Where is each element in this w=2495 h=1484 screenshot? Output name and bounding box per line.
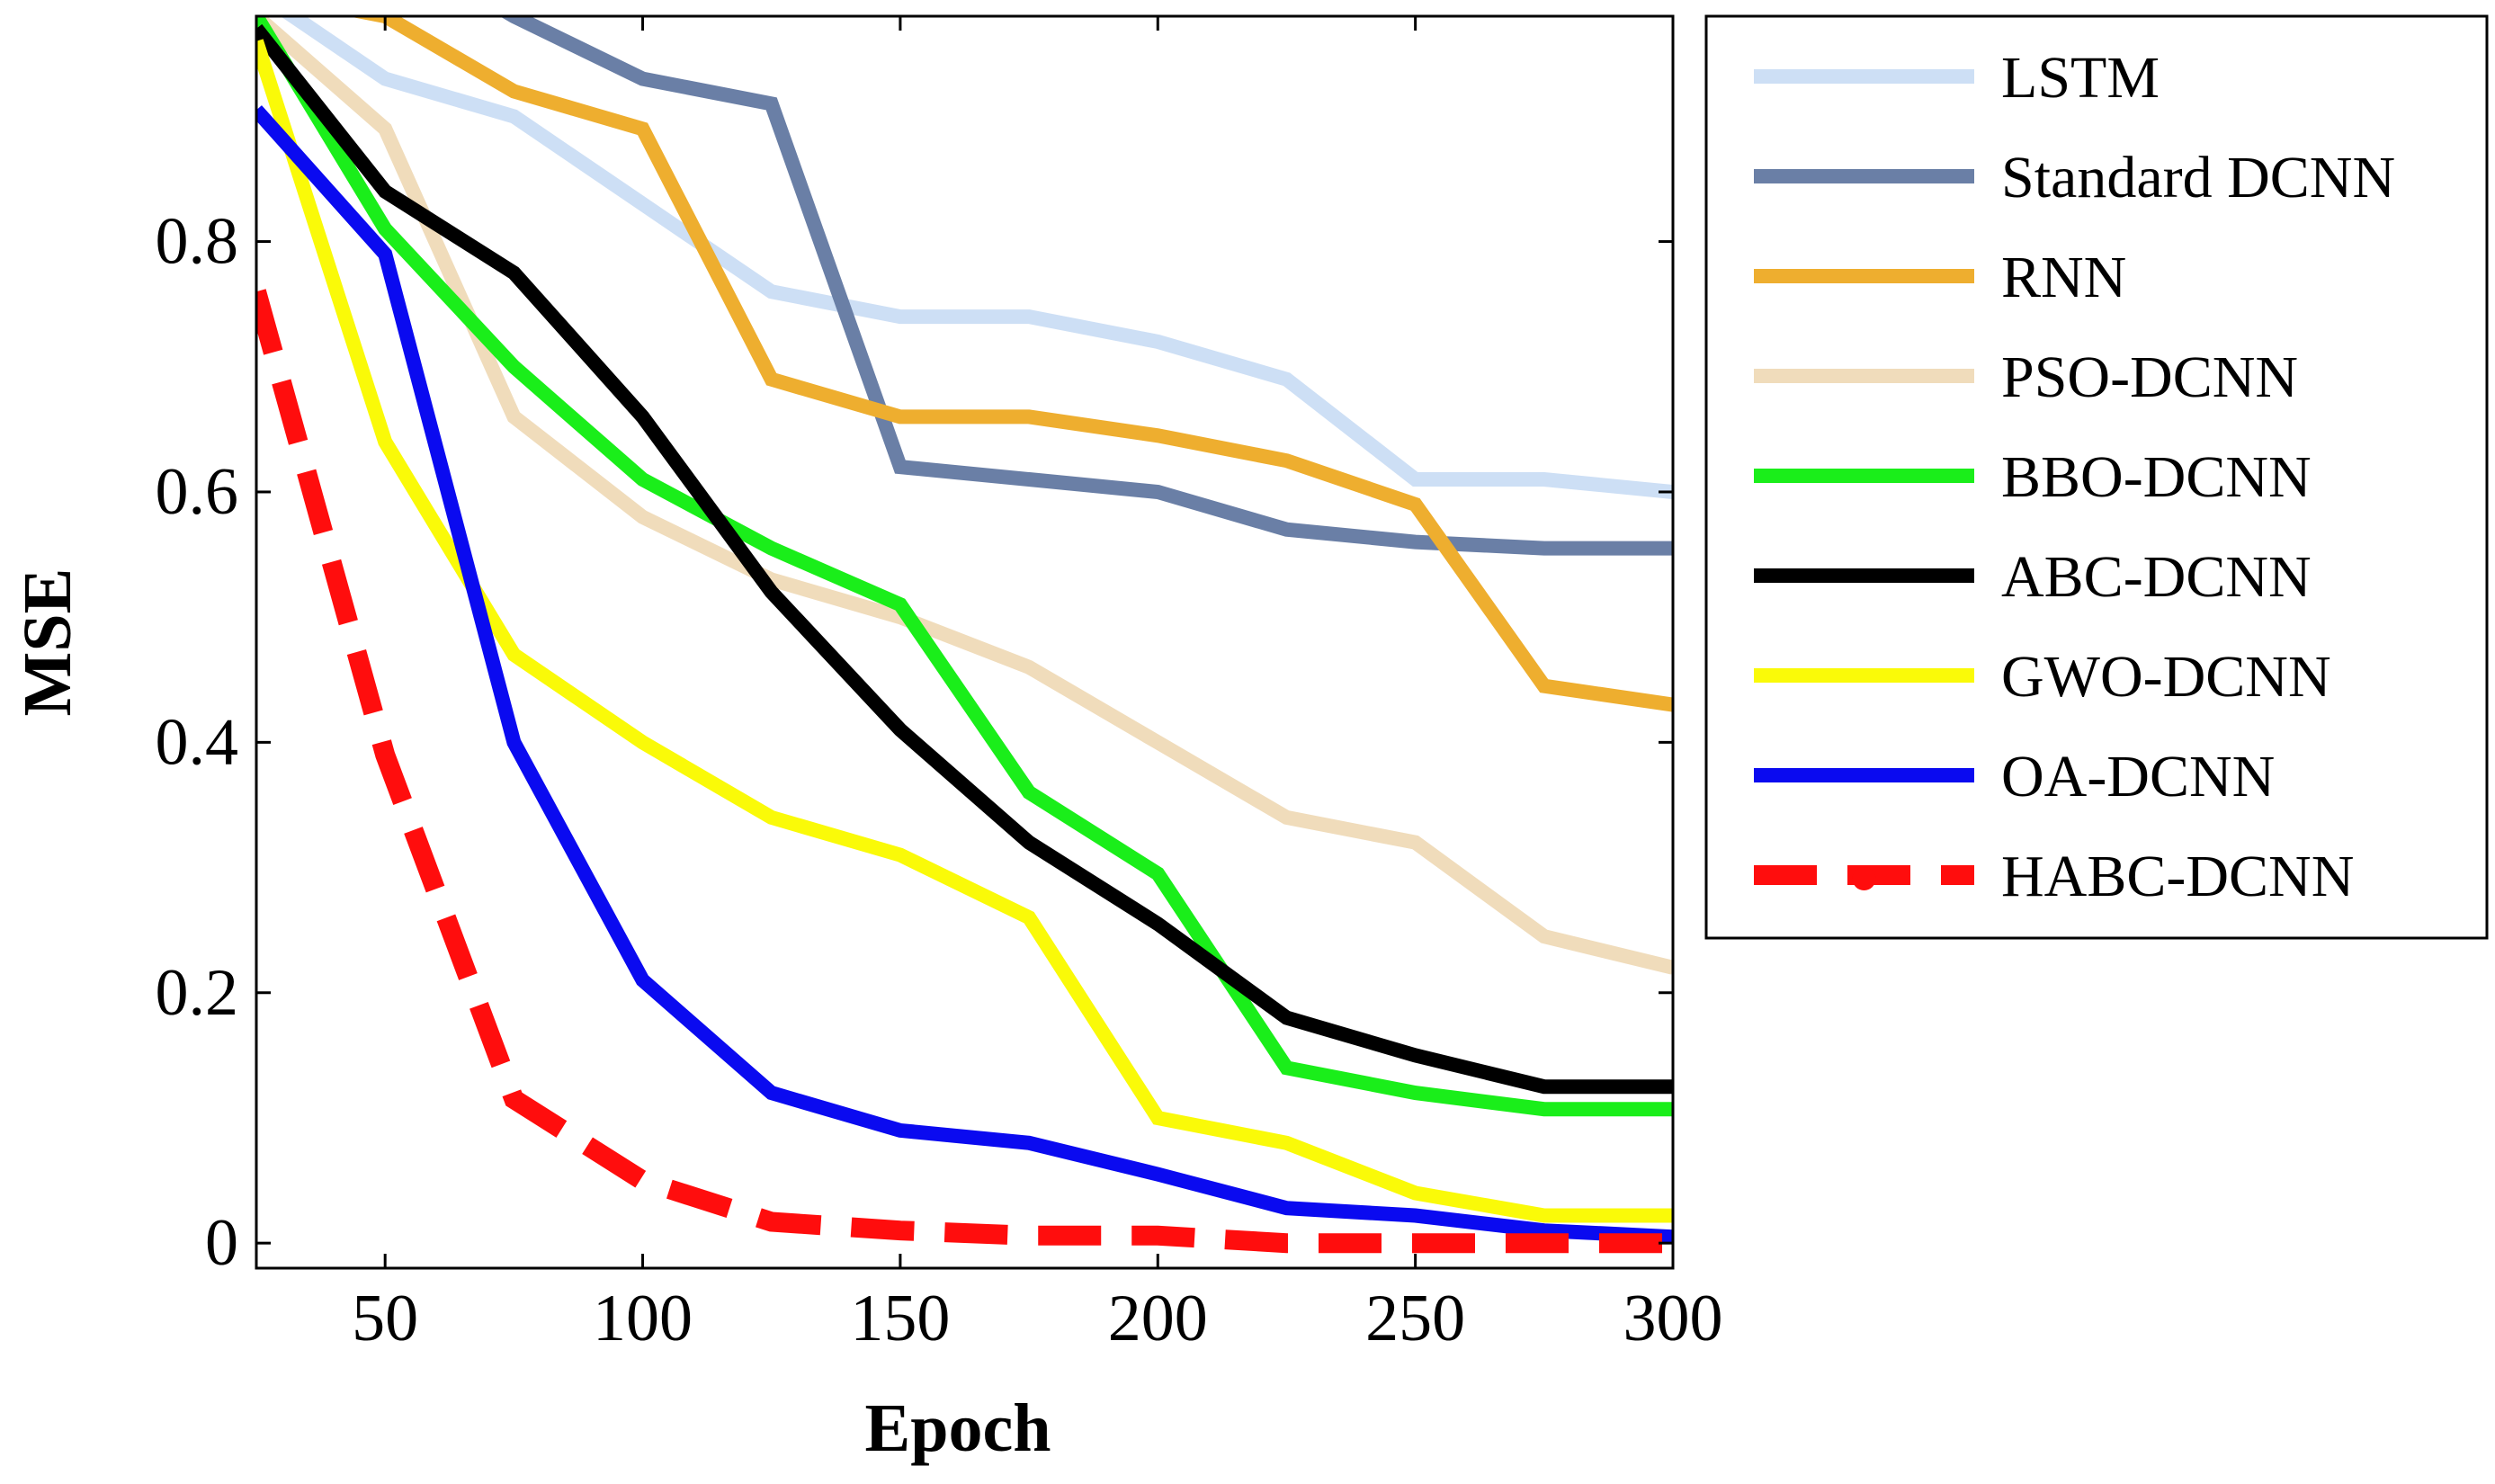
x-tick-label: 150	[850, 1282, 950, 1355]
y-ticks: 0 0.2 0.4 0.6 0.8	[156, 205, 1673, 1280]
y-tick-label: 0.8	[156, 205, 239, 279]
series-line-rnn	[347, 16, 1673, 712]
series-line-lstm	[280, 16, 1673, 499]
legend-label: GWO-DCNN	[2001, 644, 2331, 710]
legend-label: OA-DCNN	[2001, 744, 2275, 809]
legend: LSTM Standard DCNN RNN PSO-DCNN BBO-DCNN ABC-…	[1704, 14, 2489, 940]
legend-label: HABC-DCNN	[2001, 844, 2354, 909]
y-axis-title: MSE	[10, 568, 85, 717]
series-layer	[256, 16, 1673, 1254]
y-tick-label: 0.2	[156, 956, 239, 1030]
series-line-oa-dcnn	[256, 105, 1673, 1245]
x-tick-label: 300	[1623, 1282, 1723, 1355]
legend-label: Standard DCNN	[2001, 145, 2395, 210]
y-tick-label: 0	[205, 1206, 238, 1280]
series-line-habc-dcnn	[256, 289, 1673, 1254]
legend-label: LSTM	[2001, 45, 2160, 111]
x-ticks: 50 100 150 200 250 300	[352, 16, 1723, 1355]
legend-label: BBO-DCNN	[2001, 444, 2312, 510]
legend-label: RNN	[2001, 245, 2126, 310]
x-axis-title: Epoch	[865, 1390, 1051, 1466]
x-tick-label: 200	[1108, 1282, 1208, 1355]
legend-label: PSO-DCNN	[2001, 344, 2298, 410]
series-line-pso-dcnn	[256, 16, 1673, 975]
series-line-bbo-dcnn	[256, 16, 1673, 1117]
legend-marker	[1852, 867, 1876, 890]
axes-box	[255, 14, 1675, 1270]
y-tick-label: 0.4	[156, 705, 239, 779]
legend-label: ABC-DCNN	[2001, 544, 2312, 610]
x-tick-label: 100	[593, 1282, 693, 1355]
series-line-abc-dcnn	[256, 23, 1673, 1095]
y-tick-label: 0.6	[156, 455, 239, 529]
x-tick-label: 250	[1365, 1282, 1465, 1355]
x-tick-label: 50	[352, 1282, 418, 1355]
series-line-gwo-dcnn	[256, 39, 1673, 1223]
